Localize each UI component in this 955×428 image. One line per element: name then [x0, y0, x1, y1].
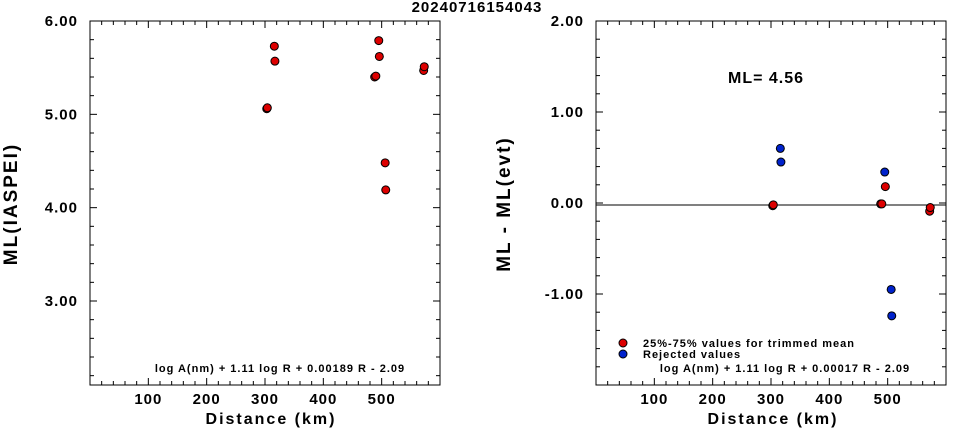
rejected-point: [887, 311, 897, 321]
y-tick-label: 4.00: [45, 200, 78, 217]
data-point: [262, 103, 272, 113]
legend-accepted-marker: [618, 338, 628, 348]
data-point: [374, 51, 384, 61]
x-tick-label: 500: [874, 391, 902, 408]
x-tick-label: 400: [815, 391, 843, 408]
ml-annotation: ML= 4.56: [728, 70, 804, 87]
right-data-points: [768, 143, 935, 321]
data-point: [877, 199, 887, 209]
legend-accepted-label: 25%-75% values for trimmed mean: [643, 338, 855, 350]
rejected-point: [776, 157, 786, 167]
x-tick-label: 300: [757, 391, 785, 408]
x-tick-label: 100: [640, 391, 668, 408]
data-point: [925, 203, 935, 213]
data-point: [270, 56, 280, 66]
legend-rejected-marker: [618, 349, 628, 359]
right-panel: 100 200 300 400 500 -1.00 0.00 1.00 2.00 ML= 4.…: [494, 13, 947, 428]
y-tick-label: -1.00: [545, 286, 584, 303]
right-formula-label: log A(nm) + 1.11 log R + 0.00017 R - 2.0…: [660, 363, 910, 375]
y-tick-label: 5.00: [45, 106, 78, 123]
x-tick-label: 100: [134, 391, 162, 408]
y-tick-label: 3.00: [45, 293, 78, 310]
right-y-axis-label: ML - ML(evt): [494, 136, 515, 272]
data-point: [374, 36, 384, 46]
y-tick-label: 6.00: [45, 13, 78, 30]
chart-title: 20240716154043: [412, 0, 543, 16]
left-panel: 100 200 300 400 500 3.00 4.00 5.00 6.00 log A(n…: [1, 13, 441, 428]
y-tick-label: 1.00: [551, 104, 584, 121]
legend-rejected-label: Rejected values: [643, 349, 741, 361]
data-point: [269, 41, 279, 51]
left-data-points: [262, 36, 429, 195]
legend: 25%-75% values for trimmed mean Rejected…: [618, 338, 855, 361]
data-point: [768, 200, 778, 210]
x-tick-label: 200: [699, 391, 727, 408]
data-point: [371, 71, 381, 81]
rejected-point: [880, 167, 890, 177]
right-x-axis-label: Distance (km): [708, 411, 839, 428]
left-x-ticks: 100 200 300 400 500: [101, 21, 429, 408]
data-point: [380, 158, 390, 168]
x-tick-label: 500: [368, 391, 396, 408]
left-y-axis-label: ML(IASPEI): [1, 143, 22, 265]
left-plot-frame: [89, 20, 441, 386]
y-tick-label: 0.00: [551, 195, 584, 212]
left-x-axis-label: Distance (km): [206, 411, 337, 428]
right-x-ticks: 100 200 300 400 500: [607, 21, 935, 408]
rejected-point: [775, 143, 785, 153]
data-point: [880, 182, 890, 192]
rejected-point: [886, 284, 896, 294]
y-tick-label: 2.00: [551, 13, 584, 30]
left-y-ticks: 3.00 4.00 5.00 6.00: [45, 13, 440, 377]
left-formula-label: log A(nm) + 1.11 log R + 0.00189 R - 2.0…: [155, 363, 405, 375]
x-tick-label: 300: [251, 391, 279, 408]
right-y-ticks: -1.00 0.00 1.00 2.00: [545, 13, 946, 386]
data-point: [381, 185, 391, 195]
x-tick-label: 400: [309, 391, 337, 408]
x-tick-label: 200: [193, 391, 221, 408]
data-point: [419, 62, 429, 72]
